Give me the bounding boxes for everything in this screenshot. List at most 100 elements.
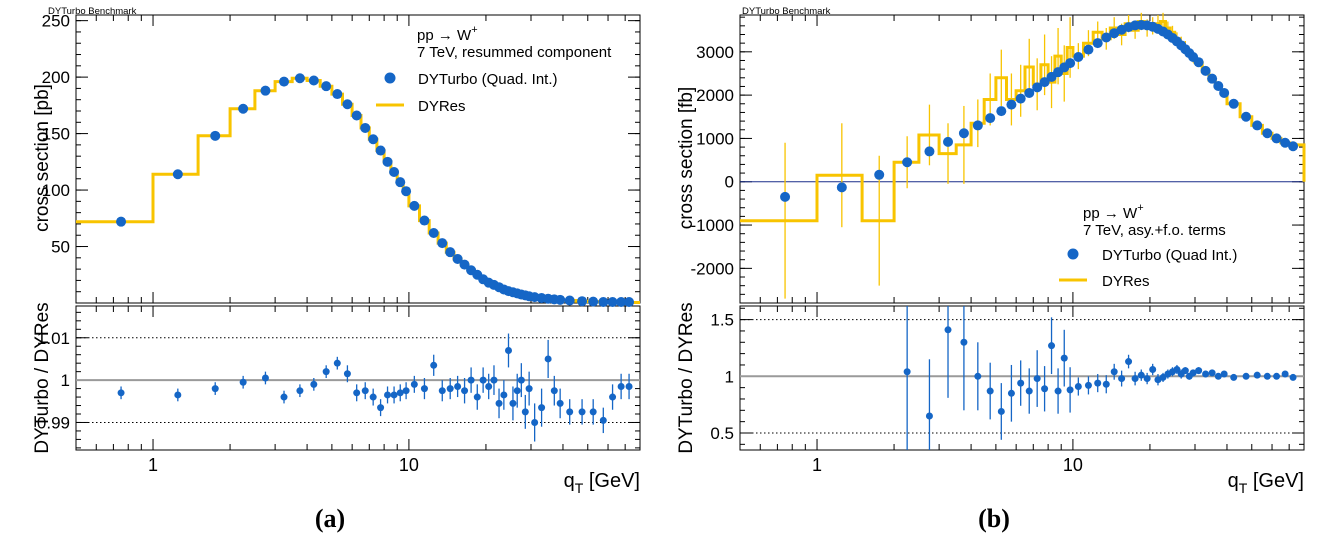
dyturbo-marker xyxy=(1065,58,1076,69)
y-tick-label: -1000 xyxy=(691,216,734,235)
dyturbo-marker xyxy=(1032,82,1043,93)
ratio-point xyxy=(310,380,318,388)
dyturbo-marker xyxy=(1015,93,1026,104)
dyturbo-marker xyxy=(260,85,271,96)
ratio-point xyxy=(1060,354,1068,362)
ratio-point xyxy=(410,380,418,388)
dyturbo-marker xyxy=(1262,128,1273,139)
dyturbo-marker xyxy=(389,166,400,177)
dyturbo-marker xyxy=(238,103,249,114)
ratio-y-axis-title: DYTurbo / DYRes xyxy=(676,302,697,453)
ratio-point xyxy=(473,393,481,401)
ratio-point xyxy=(531,418,539,426)
dyturbo-marker xyxy=(1200,65,1211,76)
ratio-point xyxy=(1007,389,1015,397)
ratio-point xyxy=(1066,386,1074,394)
ratio-point xyxy=(369,393,377,401)
ratio-point xyxy=(461,387,469,395)
ratio-point xyxy=(1195,367,1203,375)
ratio-point xyxy=(280,393,288,401)
y-tick-label: 2000 xyxy=(696,86,734,105)
ratio-point xyxy=(1173,365,1181,373)
ratio-point xyxy=(353,389,361,397)
dyturbo-marker xyxy=(1219,87,1230,98)
ratio-point xyxy=(430,361,438,369)
dyturbo-marker xyxy=(1109,28,1120,39)
y-tick-label: 100 xyxy=(42,181,70,200)
dyturbo-marker xyxy=(308,75,319,86)
ratio-y-tick-label: 1.5 xyxy=(710,311,734,330)
annotation-line: 7 TeV, asy.+f.o. terms xyxy=(1083,222,1226,239)
ratio-point xyxy=(1041,385,1049,393)
ratio-point xyxy=(490,376,498,384)
dyturbo-marker xyxy=(924,146,935,157)
ratio-point xyxy=(485,382,493,390)
ratio-point xyxy=(1131,375,1139,383)
annotation-line: 7 TeV, resummed component xyxy=(417,44,612,61)
ratio-point xyxy=(1017,379,1025,387)
dyturbo-marker xyxy=(607,297,618,307)
ratio-point xyxy=(1137,371,1145,379)
ratio-point xyxy=(513,387,521,395)
ratio-point xyxy=(1263,372,1271,380)
dyturbo-marker xyxy=(437,238,448,249)
dyturbo-marker xyxy=(401,186,412,197)
dyturbo-marker xyxy=(1092,38,1103,49)
dyturbo-marker xyxy=(1288,141,1299,152)
ratio-point xyxy=(402,387,410,395)
ratio-point xyxy=(903,368,911,376)
dyturbo-marker xyxy=(321,81,332,92)
ratio-point xyxy=(1202,370,1210,378)
ratio-point xyxy=(500,391,508,399)
dyturbo-marker xyxy=(1083,44,1094,55)
ratio-point xyxy=(625,382,633,390)
ratio-point xyxy=(420,385,428,393)
ratio-point xyxy=(1281,370,1289,378)
x-axis-title: qT [GeV] xyxy=(564,470,640,496)
ratio-point xyxy=(1220,370,1228,378)
ratio-point xyxy=(986,387,994,395)
ratio-point xyxy=(589,408,597,416)
dyturbo-marker xyxy=(360,122,371,133)
y-tick-label: 150 xyxy=(42,125,70,144)
ratio-point xyxy=(525,385,533,393)
ratio-point xyxy=(467,376,475,384)
dyturbo-marker xyxy=(780,191,791,202)
ratio-point xyxy=(1143,375,1151,383)
ratio-point xyxy=(261,374,269,382)
ratio-point xyxy=(538,404,546,412)
panel-label-b: (b) xyxy=(978,504,1010,533)
ratio-point xyxy=(997,407,1005,415)
legend-label: DYTurbo (Quad. Int.) xyxy=(418,71,558,88)
ratio-point xyxy=(566,408,574,416)
ratio-point xyxy=(578,408,586,416)
dyturbo-marker xyxy=(1207,73,1218,84)
ratio-point xyxy=(479,376,487,384)
dyturbo-marker xyxy=(985,113,996,124)
dyturbo-marker xyxy=(1271,133,1282,144)
dyturbo-marker xyxy=(616,297,627,307)
annotation-line: pp → W+ xyxy=(1083,202,1144,222)
dyturbo-marker xyxy=(902,157,913,168)
legend-label: DYRes xyxy=(1102,273,1150,290)
dyturbo-marker xyxy=(342,99,353,110)
ratio-point xyxy=(974,372,982,380)
dyturbo-marker xyxy=(943,136,954,147)
ratio-point xyxy=(550,387,558,395)
x-axis-title: qT [GeV] xyxy=(1228,470,1304,496)
dyturbo-marker xyxy=(351,110,362,121)
ratio-point xyxy=(377,404,385,412)
dyturbo-marker xyxy=(624,297,635,307)
y-tick-label: 1000 xyxy=(696,129,734,148)
ratio-point xyxy=(1208,369,1216,377)
ratio-point xyxy=(1230,373,1238,381)
dyres-step-line xyxy=(740,20,1306,223)
panel-b: DYTurbo Benchmark 1 10 qT [GeV] -2000 -1000 0 1… xyxy=(676,6,1306,496)
dyturbo-marker xyxy=(279,76,290,87)
ratio-point xyxy=(544,355,552,363)
dyturbo-marker xyxy=(375,145,386,156)
ratio-y-tick-label: 0.99 xyxy=(37,413,70,432)
dyturbo-marker xyxy=(555,294,566,305)
y-axis-title: cross section [fb] xyxy=(676,87,697,230)
ratio-point xyxy=(1289,373,1297,381)
